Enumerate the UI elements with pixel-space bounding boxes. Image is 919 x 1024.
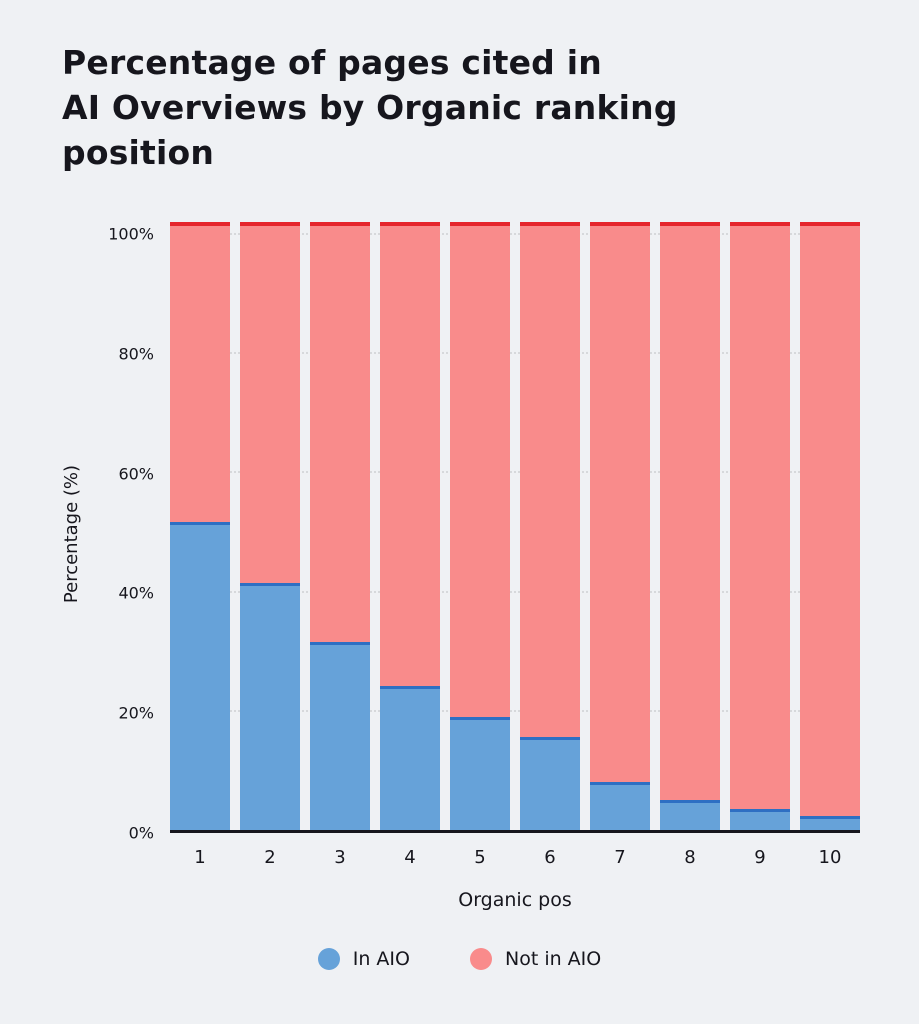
bar-segment-in-aio (450, 716, 510, 830)
legend-swatch-icon (470, 948, 492, 970)
bar-segment-not-in-aio (730, 222, 790, 810)
x-tick-label-3: 3 (334, 847, 346, 868)
bars-container (170, 222, 860, 830)
bar-segment-in-aio (310, 641, 370, 830)
bar-segment-in-aio (240, 582, 300, 830)
y-tick-label-100: 100% (108, 224, 154, 244)
bar-segment-in-aio (520, 737, 580, 830)
x-tick-label-10: 10 (818, 847, 842, 868)
bar-segment-not-in-aio (310, 222, 370, 642)
gridline-100 (170, 233, 860, 235)
bar-position-5 (450, 222, 510, 830)
x-tick-label-9: 9 (754, 847, 766, 868)
x-tick-label-8: 8 (684, 847, 696, 868)
bar-segment-not-in-aio (800, 222, 860, 817)
bar-segment-not-in-aio (170, 222, 230, 523)
y-tick-label-20: 20% (118, 703, 154, 723)
plot-area (170, 222, 860, 833)
bar-position-8 (660, 222, 720, 830)
chart-title-line-3: position (62, 133, 215, 172)
x-tick-label-4: 4 (404, 847, 416, 868)
gridline-40 (170, 590, 860, 593)
bar-position-6 (520, 222, 580, 830)
bar-position-10 (800, 222, 860, 830)
y-tick-label-80: 80% (118, 344, 154, 364)
bar-position-2 (240, 222, 300, 830)
x-axis-label: Organic pos (458, 889, 572, 911)
x-tick-label-6: 6 (544, 847, 556, 868)
bar-position-9 (730, 222, 790, 830)
x-tick-label-2: 2 (264, 847, 276, 868)
legend: In AIO Not in AIO (0, 948, 919, 970)
bar-segment-not-in-aio (450, 222, 510, 717)
x-tick-label-1: 1 (194, 847, 206, 868)
bar-segment-not-in-aio (660, 222, 720, 801)
bar-segment-in-aio (660, 800, 720, 830)
bar-segment-not-in-aio (240, 222, 300, 583)
bar-segment-in-aio (730, 809, 790, 830)
plot-wrap: Percentage (%) 1 2 3 4 5 6 7 8 9 10 Organic pos 0… (61, 222, 860, 911)
bar-segment-in-aio (380, 686, 440, 830)
bar-segment-in-aio (590, 782, 650, 830)
chart-title: Percentage of pages cited in AI Overview… (62, 40, 678, 175)
chart-title-line-1: Percentage of pages cited in (62, 43, 602, 82)
bar-position-4 (380, 222, 440, 830)
bar-position-7 (590, 222, 650, 830)
bar-position-3 (310, 222, 370, 830)
legend-item-in-aio: In AIO (317, 948, 410, 970)
y-tick-label-0: 0% (128, 823, 154, 843)
legend-label: In AIO (352, 948, 410, 970)
legend-label: Not in AIO (505, 948, 602, 970)
bar-segment-not-in-aio (590, 222, 650, 783)
bar-segment-in-aio (170, 522, 230, 830)
y-tick-label-40: 40% (118, 583, 154, 603)
bar-segment-not-in-aio (380, 222, 440, 687)
bar-position-1 (170, 222, 230, 830)
x-tick-label-5: 5 (474, 847, 486, 868)
gridline-20 (170, 709, 860, 712)
bar-segment-in-aio (800, 816, 860, 830)
legend-swatch-icon (317, 948, 340, 970)
x-tick-label-7: 7 (614, 847, 626, 868)
legend-item-not-in-aio: Not in AIO (470, 948, 601, 970)
bar-segment-not-in-aio (520, 222, 580, 738)
y-tick-label-60: 60% (118, 464, 154, 484)
chart-title-line-2: AI Overviews by Organic ranking (62, 88, 678, 127)
x-tick-row: 1 2 3 4 5 6 7 8 9 10 (170, 847, 860, 868)
y-axis-label: Percentage (%) (61, 464, 82, 603)
gridline-80 (170, 352, 860, 355)
gridline-60 (170, 471, 860, 474)
